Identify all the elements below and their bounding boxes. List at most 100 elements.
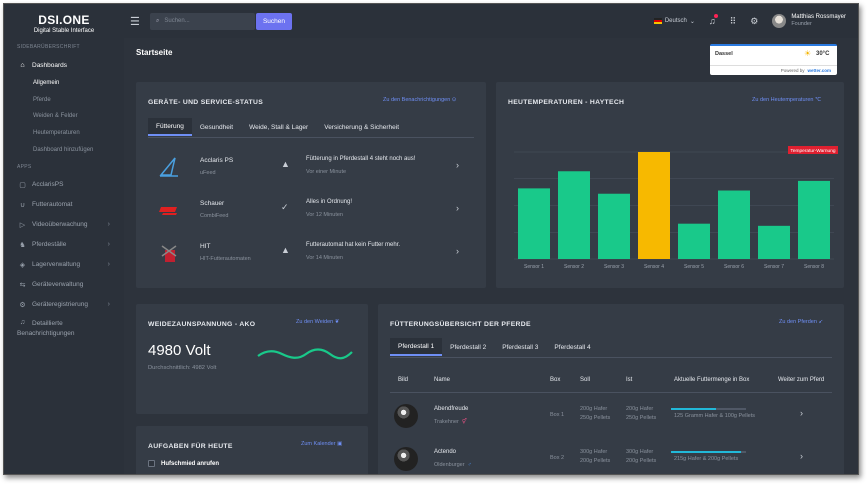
search-icon: ⌕ (156, 17, 160, 24)
notification-bell-icon[interactable]: ♫ (708, 14, 718, 26)
task-label: Hufschmied anrufen (161, 460, 220, 467)
tab-status-2[interactable]: Weide, Stall & Lager (249, 123, 309, 131)
status-row[interactable]: HIT HIT-Futterautomaten ▲ Futterautomat hat… (136, 232, 486, 275)
table-row[interactable]: Actendo Oldenburger ♂ Box 2 300g Hafer 200g P… (378, 437, 844, 474)
settings-gear-icon[interactable]: ⚙ (750, 15, 759, 26)
user-name: Matthias Rossmayer (791, 13, 846, 20)
weather-temperature: 30°C (816, 51, 830, 57)
chevron-right-icon: › (107, 241, 110, 249)
chevron-right-icon[interactable]: › (800, 408, 803, 418)
apps-grid-icon[interactable]: ⠿ (729, 15, 737, 26)
topbar-right: Deutsch ⌄ ♫ ⠿ ⚙ Matthias Rossmayer Found… (653, 4, 858, 38)
sidebar-item-lagerverwaltung[interactable]: ◈ Lagerverwaltung › (4, 255, 124, 275)
sidebar-subitem-dashboard-hinzufuegen[interactable]: Dashboard hinzufügen (33, 146, 94, 153)
sidebar-item-notifications[interactable]: ♫ Detaillierte Benachrichtigungen (4, 315, 124, 339)
sidebar-item-geräteregistrierung[interactable]: ⚙ Geräteregistrierung › (4, 295, 124, 315)
gender-icon: ⚥ (461, 419, 467, 425)
tab-stable-3[interactable]: Pferdestall 3 (502, 343, 539, 351)
actual-oats: 200g Hafer (626, 406, 654, 412)
pastures-link[interactable]: Zu den Weiden ❦ (296, 319, 340, 325)
tab-status-1[interactable]: Gesundheit (199, 123, 234, 131)
chevron-right-icon[interactable]: › (456, 203, 459, 213)
bell-icon: ♫ (19, 318, 26, 326)
sidebar-item-futterautomat[interactable]: ∪ Futterautomat (4, 195, 124, 215)
bar-sensor-5[interactable] (678, 223, 710, 259)
devices-icon: ⇆ (19, 281, 26, 289)
x-tick-label: Sensor 6 (724, 264, 744, 270)
voltage-sparkline (257, 348, 353, 360)
feed-amount-fill (671, 451, 741, 453)
task-item[interactable]: Hufschmied anrufen (148, 460, 219, 467)
user-menu[interactable]: Matthias Rossmayer Founder (772, 14, 846, 28)
tab-stable-1[interactable]: Pferdestall 1 (390, 338, 443, 356)
box-number: Box 1 (550, 412, 565, 418)
tab-stable-2[interactable]: Pferdestall 2 (450, 343, 487, 351)
column-header: Bild (398, 377, 409, 383)
sidebar-subitem-allgemein[interactable]: Allgemein (33, 80, 60, 87)
table-row[interactable]: Abendfreude Trakehner ⚥ Box 1 200g Hafer 250g… (378, 394, 844, 437)
horse-name: Actendo (434, 449, 457, 455)
horse-breed: Oldenburger ♂ (434, 462, 472, 468)
calendar-icon: ▢ (19, 181, 26, 189)
bar-sensor-6[interactable] (718, 190, 750, 259)
horses-link[interactable]: Zu den Pferden ➹ (779, 319, 824, 325)
tab-divider (148, 137, 474, 138)
search-button[interactable]: Suchen (256, 12, 292, 30)
fence-voltage-value: 4980 Volt (148, 342, 211, 359)
target-oats: 300g Hafer (580, 449, 608, 455)
gender-icon: ♂ (467, 462, 472, 468)
hay-temperature-link[interactable]: Zu den Heutemperaturen ℃ (752, 97, 822, 103)
column-header: Soll (580, 377, 591, 383)
sidebar-item-label: Geräteverwaltung (32, 281, 84, 289)
status-row[interactable]: Schauer CombiFeed ✓ Alles in Ordnung! Vor 12… (136, 189, 486, 232)
tab-status-3[interactable]: Versicherung & Sicherheit (324, 123, 400, 131)
sidebar-subitem-heutemperaturen[interactable]: Heutemperaturen (33, 130, 80, 137)
tab-stable-4[interactable]: Pferdestall 4 (554, 343, 591, 351)
bar-sensor-1[interactable] (518, 188, 550, 259)
device-name: Acclaris PS (200, 157, 234, 164)
task-checkbox[interactable] (148, 460, 155, 467)
temperature-warning-badge[interactable] (788, 146, 838, 154)
sidebar-subitem-weiden[interactable]: Weiden & Felder (33, 113, 78, 120)
check-icon: ✓ (281, 202, 289, 212)
sidebar-subitem-pferde[interactable]: Pferde (33, 96, 51, 103)
calendar-link[interactable]: Zum Kalender ▣ (301, 441, 343, 447)
hay-temperature-title: HEUTEMPERATUREN - HAYTECH (508, 99, 625, 106)
actual-oats: 300g Hafer (626, 449, 654, 455)
feeding-table-header: Bild Name Box Soll Ist Aktuelle Futtermenge i… (378, 377, 844, 389)
bar-sensor-7[interactable] (758, 225, 790, 259)
x-tick-label: Sensor 3 (604, 264, 624, 270)
bar-sensor-3[interactable] (598, 193, 630, 259)
notifications-link[interactable]: Zu den Benachrichtigungen ⊙ (383, 97, 457, 103)
status-message: Fütterung in Pferdestall 4 steht noch au… (306, 156, 416, 162)
bar-sensor-8[interactable] (798, 180, 830, 259)
brand-logo[interactable]: DSI.ONE Digital Stable Interface (4, 4, 124, 38)
chevron-right-icon[interactable]: › (456, 246, 459, 256)
device-name: Schauer (200, 200, 225, 207)
sidebar-item-pferdeställe[interactable]: ♞ Pferdeställe › (4, 235, 124, 255)
search-input[interactable]: ⌕ Suchen... (150, 12, 255, 30)
menu-icon[interactable]: ☰ (130, 15, 140, 28)
tab-status-0[interactable]: Fütterung (148, 118, 192, 136)
box-icon: ◈ (19, 261, 26, 269)
chevron-right-icon[interactable]: › (800, 451, 803, 461)
chevron-right-icon[interactable]: › (456, 160, 459, 170)
tasks-title: AUFGABEN FÜR HEUTE (148, 443, 233, 450)
status-row[interactable]: Acclaris PS uFeed ▲ Fütterung in Pferdestal… (136, 146, 486, 189)
brand-title: DSI.ONE (38, 13, 90, 27)
sidebar-item-geräteverwaltung[interactable]: ⇆ Geräteverwaltung (4, 275, 124, 295)
weather-widget[interactable]: Dassel ☀ 30°C Powered by wetter.com (710, 44, 837, 75)
language-selector[interactable]: Deutsch ⌄ (653, 18, 695, 25)
bar-sensor-2[interactable] (558, 171, 590, 259)
sidebar-item-videoüberwachung[interactable]: ▷ Videoüberwachung › (4, 215, 124, 235)
bar-sensor-4[interactable] (638, 152, 670, 259)
device-status-card: GERÄTE- UND SERVICE-STATUS Zu den Benach… (136, 82, 486, 288)
device-logo-icon (158, 199, 180, 221)
sidebar-item-acclarisps[interactable]: ▢ AcclarisPS (4, 175, 124, 195)
horseshoe-icon: ∪ (19, 201, 26, 209)
sidebar-item-dashboards[interactable]: ⌂ Dashboards (4, 55, 124, 75)
sidebar-item-label: Geräteregistrierung (32, 301, 88, 309)
column-header: Aktuelle Futtermenge in Box (674, 377, 750, 383)
notification-dot (713, 14, 718, 18)
feeding-overview-card: FÜTTERUNGSÜBERSICHT DER PFERDE Zu den Pf… (378, 304, 844, 474)
